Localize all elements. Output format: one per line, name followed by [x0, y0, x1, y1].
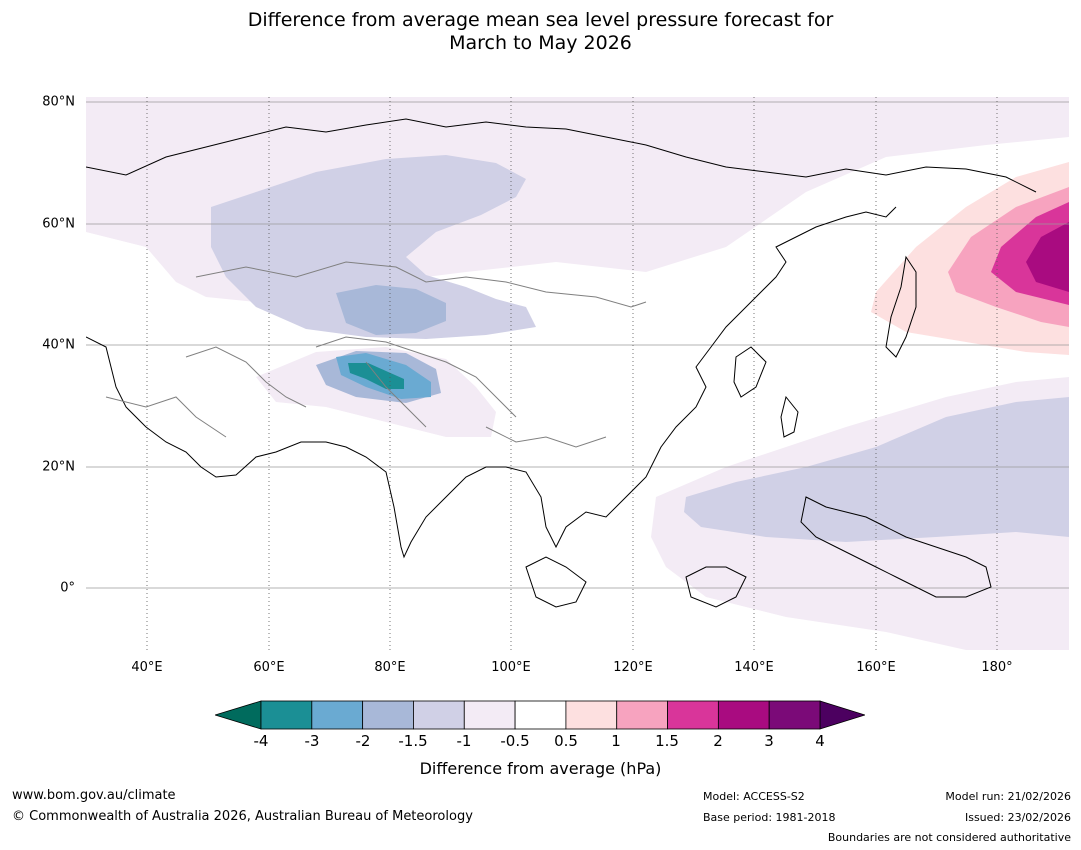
country-borders — [105, 261, 647, 448]
lon-label-80e: 80°E — [374, 660, 406, 675]
colorbar-under-arrow — [213, 700, 262, 730]
anomaly-fill-negative-1 — [211, 155, 1069, 542]
map-title: Difference from average mean sea level p… — [0, 9, 1081, 55]
colorbar-segment-9 — [717, 700, 770, 730]
colorbar-tick-3: -1.5 — [398, 732, 428, 750]
lat-label-0: 0° — [60, 580, 75, 596]
colorbar-tick-1: -3 — [304, 732, 320, 750]
colorbar-tick-0: -4 — [253, 732, 269, 750]
map-canvas — [86, 97, 1069, 650]
colorbar-svg — [213, 700, 867, 730]
issued-text: Issued: 23/02/2026 — [964, 811, 1071, 824]
lat-label-20n: 20°N — [42, 459, 75, 475]
colorbar-tick-9: 2 — [713, 732, 723, 750]
model-run-text: Model run: 21/02/2026 — [945, 790, 1071, 803]
lon-label-40e: 40°E — [131, 660, 163, 675]
colorbar-segment-3 — [413, 700, 465, 730]
colorbar-segment-8 — [667, 700, 719, 730]
pressure-anomaly-map — [86, 97, 1069, 650]
colorbar-tick-7: 1 — [611, 732, 621, 750]
colorbar-label: Difference from average (hPa) — [419, 759, 662, 778]
anomaly-fill-negative-4 — [348, 363, 404, 389]
colorbar-over-arrow — [819, 700, 867, 730]
colorbar-segment-1 — [311, 700, 364, 730]
colorbar-segment-10 — [768, 700, 821, 730]
anomaly-fill-light-negative — [86, 97, 1069, 650]
colorbar-tick-10: 3 — [764, 732, 774, 750]
model-text: Model: ACCESS-S2 — [703, 790, 805, 803]
disclaimer-text: Boundaries are not considered authoritat… — [827, 831, 1071, 844]
website-link[interactable]: www.bom.gov.au/climate — [12, 788, 176, 803]
coastlines — [86, 118, 1037, 608]
anomaly-fill-positive — [871, 162, 1069, 355]
colorbar-segment-5 — [514, 700, 567, 730]
colorbar-tick-4: -1 — [456, 732, 472, 750]
title-line-1: Difference from average mean sea level p… — [247, 9, 834, 31]
lat-label-40n: 40°N — [42, 337, 75, 353]
title-line-2: March to May 2026 — [449, 32, 632, 54]
colorbar — [213, 700, 867, 732]
base-period-text: Base period: 1981-2018 — [703, 811, 836, 824]
meridians — [146, 97, 998, 650]
lon-label-100e: 100°E — [491, 660, 531, 675]
colorbar-segments — [260, 700, 821, 730]
colorbar-tick-8: 1.5 — [655, 732, 679, 750]
colorbar-segment-6 — [565, 700, 618, 730]
lon-label-160e: 160°E — [856, 660, 896, 675]
copyright-text: © Commonwealth of Australia 2026, Austra… — [12, 809, 473, 824]
lon-label-60e: 60°E — [253, 660, 285, 675]
colorbar-tick-5: -0.5 — [500, 732, 530, 750]
gridlines — [86, 101, 1069, 589]
lon-label-140e: 140°E — [734, 660, 774, 675]
colorbar-tick-2: -2 — [355, 732, 371, 750]
lon-label-180: 180° — [981, 660, 1013, 675]
colorbar-segment-2 — [362, 700, 414, 730]
colorbar-segment-4 — [463, 700, 516, 730]
colorbar-segment-0 — [260, 700, 313, 730]
lon-label-120e: 120°E — [613, 660, 653, 675]
colorbar-tick-6: 0.5 — [554, 732, 578, 750]
colorbar-segment-7 — [616, 700, 668, 730]
colorbar-tick-11: 4 — [815, 732, 825, 750]
lat-label-80n: 80°N — [42, 94, 75, 110]
lat-label-60n: 60°N — [42, 216, 75, 232]
